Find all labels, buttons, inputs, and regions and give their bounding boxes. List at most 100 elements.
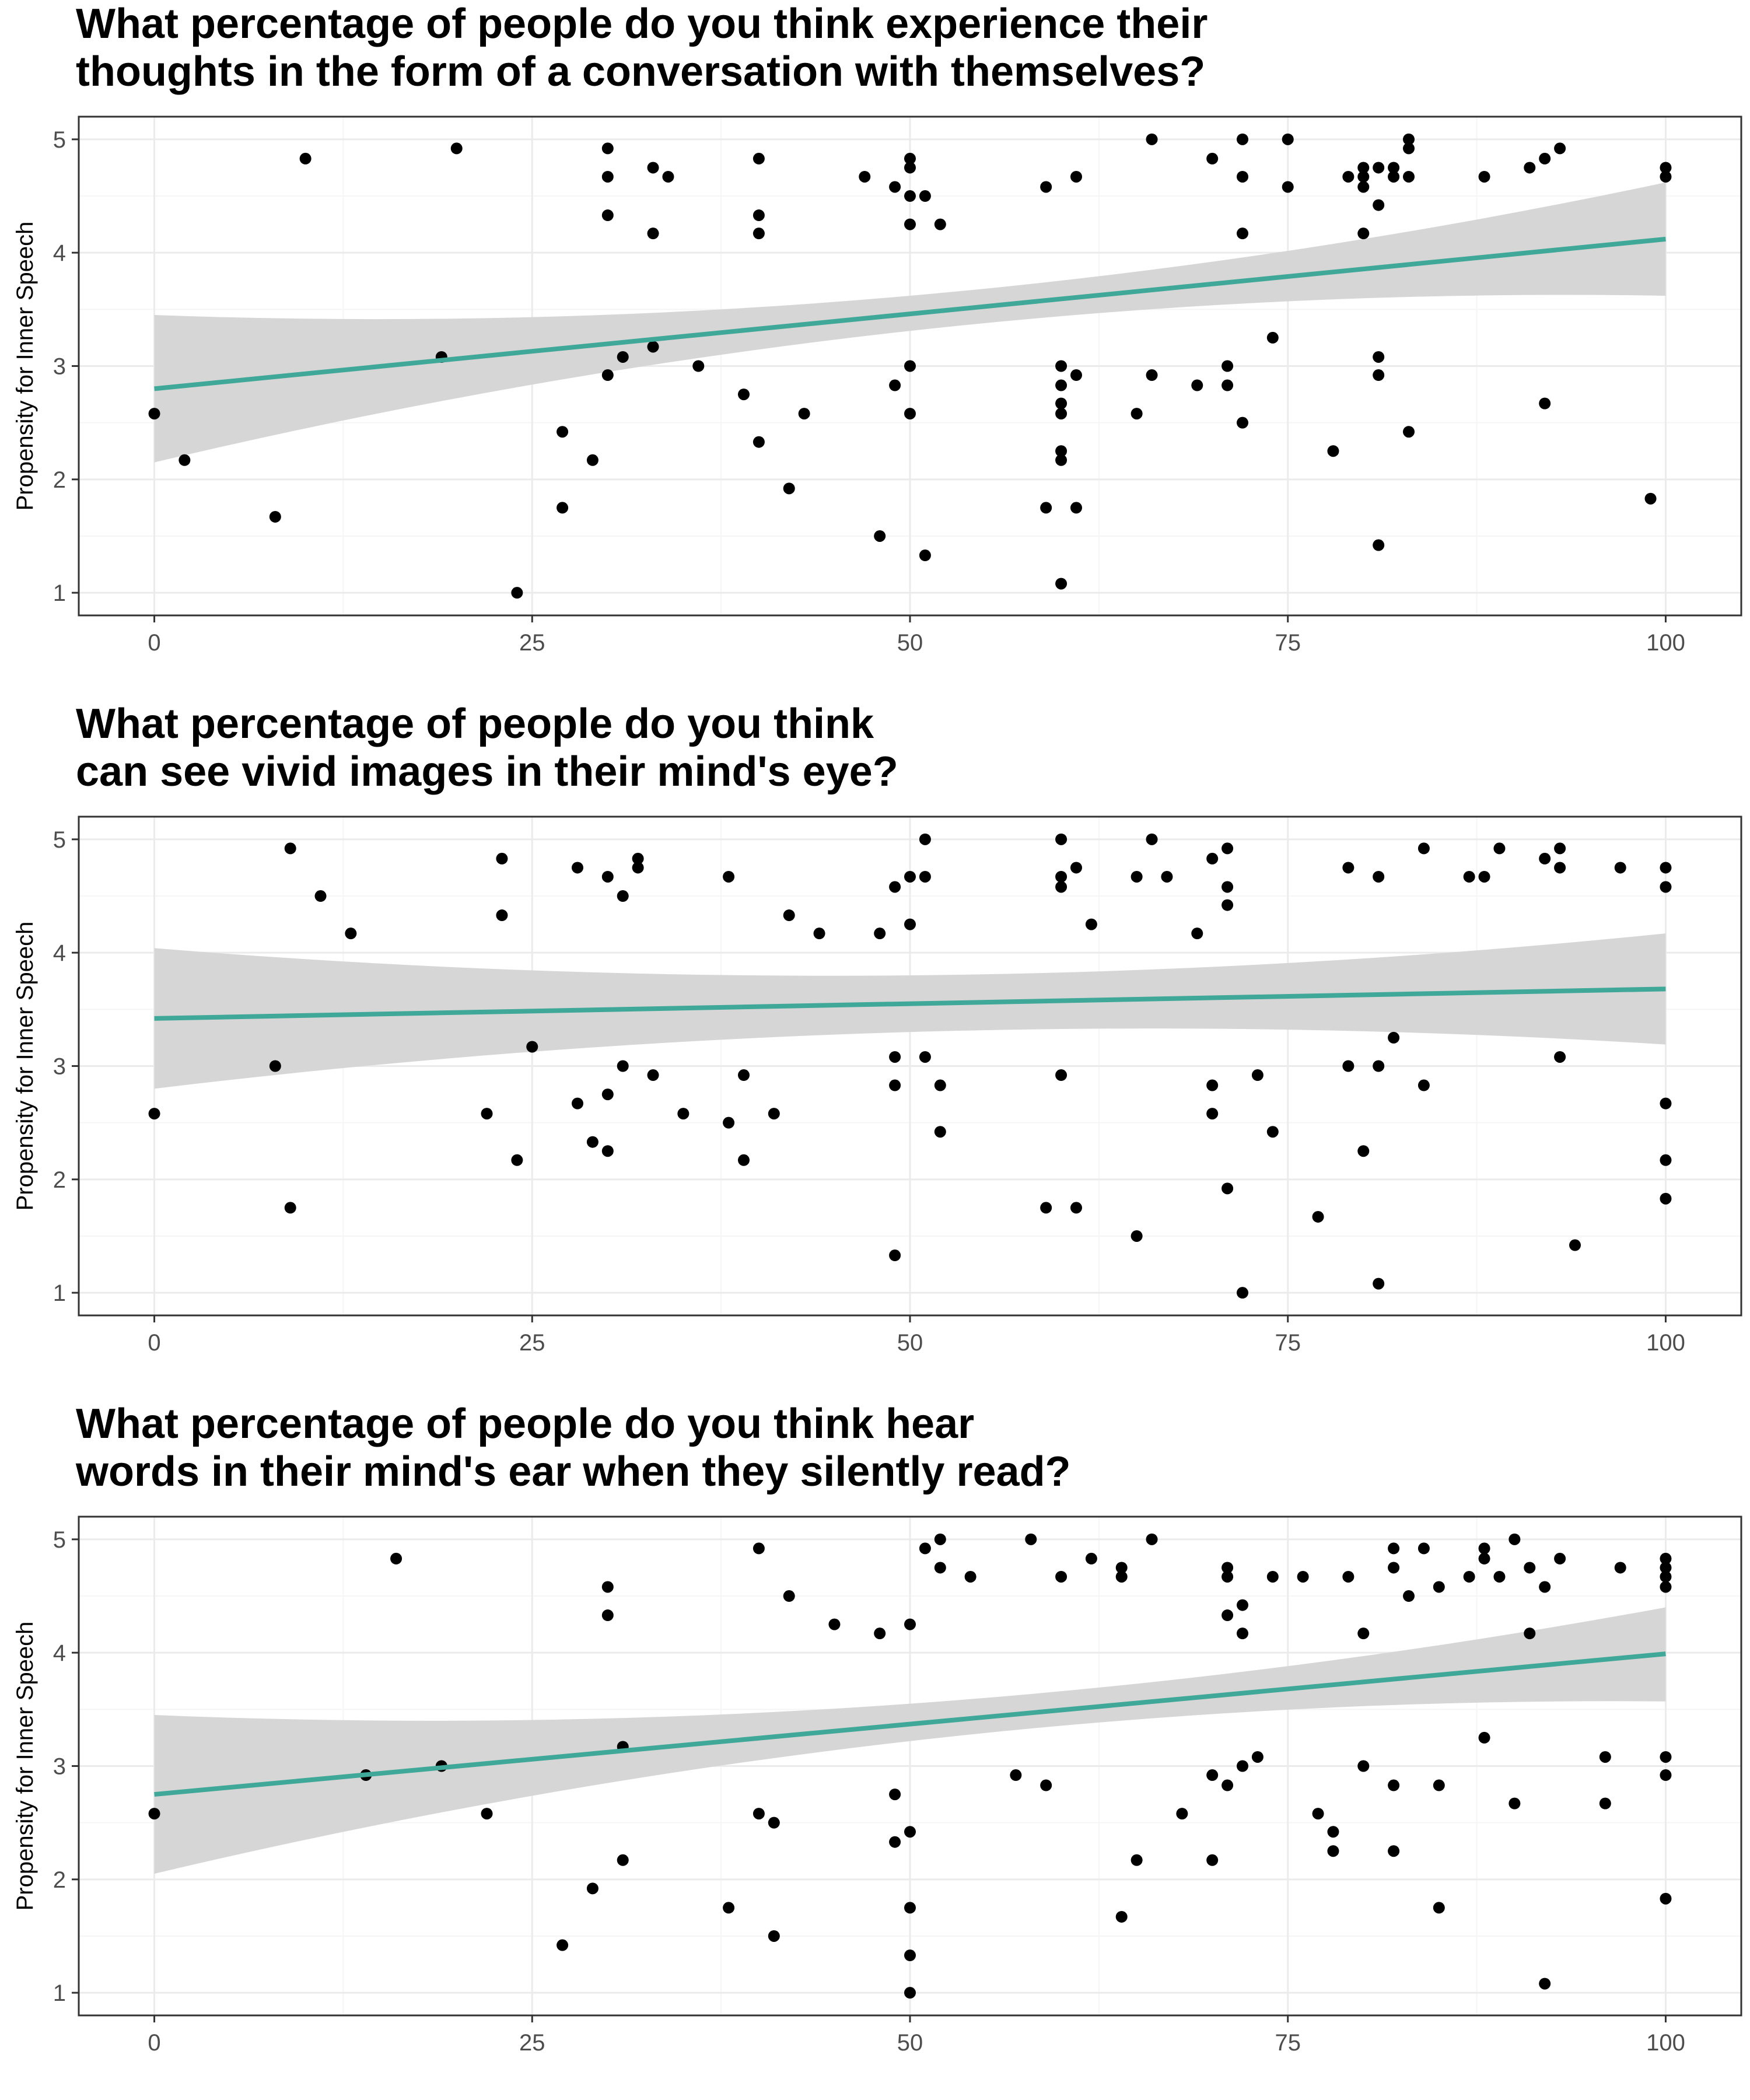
x-tick-label: 0	[148, 630, 160, 656]
y-tick-label: 2	[53, 1167, 66, 1193]
data-point	[617, 1854, 629, 1866]
data-point	[1554, 1051, 1566, 1063]
data-point	[934, 1562, 946, 1574]
data-point	[783, 909, 795, 922]
data-point	[1660, 1154, 1672, 1166]
data-point	[1342, 1570, 1354, 1583]
data-point	[1146, 1533, 1158, 1545]
data-point	[1403, 133, 1415, 145]
data-point	[1357, 162, 1370, 174]
y-tick-label: 2	[53, 467, 66, 493]
data-point	[904, 152, 916, 164]
x-tick-label: 100	[1646, 630, 1685, 656]
data-point	[284, 1202, 296, 1214]
data-point	[1508, 1797, 1521, 1810]
data-point	[1040, 502, 1052, 514]
y-tick-label: 3	[53, 1054, 66, 1080]
data-point	[828, 1618, 841, 1630]
data-point	[556, 1939, 569, 1951]
y-tick-label: 4	[53, 240, 66, 266]
data-point	[1463, 870, 1475, 883]
data-point	[1373, 162, 1385, 174]
data-point	[269, 1060, 281, 1072]
data-point	[314, 890, 327, 902]
data-point	[904, 1987, 916, 1999]
data-point	[738, 1154, 750, 1166]
data-point	[1660, 1192, 1672, 1205]
data-point	[1342, 170, 1354, 183]
data-point	[1478, 870, 1490, 883]
data-point	[632, 862, 644, 874]
data-point	[601, 142, 614, 155]
data-point	[1146, 369, 1158, 382]
data-point	[1660, 1581, 1672, 1593]
chart-title-2: What percentage of people do you think c…	[76, 700, 898, 796]
data-point	[526, 1041, 538, 1053]
data-point	[556, 502, 569, 514]
data-point	[1373, 539, 1385, 551]
data-point	[1237, 1599, 1248, 1611]
data-point	[1403, 1590, 1415, 1602]
data-point	[1055, 445, 1068, 457]
data-point	[692, 360, 705, 372]
x-tick-label: 50	[897, 1330, 923, 1356]
data-point	[1282, 181, 1294, 193]
data-point	[919, 870, 931, 883]
data-point	[1222, 1609, 1234, 1622]
data-point	[601, 1145, 614, 1157]
data-point	[1222, 360, 1234, 372]
data-point	[1388, 1779, 1400, 1791]
data-point	[1237, 133, 1248, 145]
x-tick-label: 75	[1275, 630, 1301, 656]
data-point	[1660, 1751, 1672, 1763]
x-tick-label: 0	[148, 2030, 160, 2056]
data-point	[904, 1950, 916, 1962]
data-point	[572, 1097, 583, 1110]
x-tick-label: 75	[1275, 2030, 1301, 2056]
data-point	[1342, 862, 1354, 874]
data-point	[889, 1788, 901, 1801]
data-point	[919, 1542, 931, 1555]
data-point	[632, 852, 644, 864]
data-point	[1327, 445, 1339, 457]
data-point	[1373, 1278, 1385, 1290]
data-point	[1146, 133, 1158, 145]
data-point	[1222, 1570, 1234, 1583]
data-point	[904, 190, 916, 202]
data-point	[1222, 899, 1234, 911]
data-point	[1660, 1769, 1672, 1782]
data-point	[677, 1108, 690, 1120]
chart-title-1-line-2: thoughts in the form of a conversation w…	[76, 48, 1206, 95]
data-point	[1312, 1808, 1324, 1820]
data-point	[1222, 842, 1234, 855]
data-point	[511, 1154, 523, 1166]
data-point	[1478, 1731, 1490, 1744]
data-point	[1055, 454, 1068, 466]
data-point	[647, 162, 659, 174]
data-point	[1403, 170, 1415, 183]
data-point	[481, 1108, 493, 1120]
data-point	[1206, 1854, 1219, 1866]
data-point	[1055, 1570, 1068, 1583]
data-point	[496, 852, 508, 864]
data-point	[1055, 1069, 1068, 1082]
data-point	[1055, 833, 1068, 845]
data-point	[934, 218, 946, 230]
data-point	[1266, 1126, 1279, 1138]
data-point	[1388, 1031, 1400, 1044]
data-point	[1660, 1892, 1672, 1905]
data-point	[1524, 162, 1536, 174]
scatter-plot-1: 0 25 50 75 100 1 2 3 4 5 Propensity for Inner Spee…	[12, 116, 1742, 656]
data-point	[1312, 1210, 1324, 1223]
data-point	[1222, 1562, 1234, 1574]
data-point	[617, 890, 629, 902]
y-tick-label: 3	[53, 1754, 66, 1780]
y-tick-label: 1	[53, 1980, 66, 2006]
data-point	[889, 1250, 901, 1262]
data-point	[752, 436, 765, 448]
data-point	[1539, 852, 1551, 864]
data-point	[874, 530, 886, 542]
data-point	[1357, 228, 1370, 240]
data-point	[919, 833, 931, 845]
data-point	[1327, 1845, 1339, 1857]
